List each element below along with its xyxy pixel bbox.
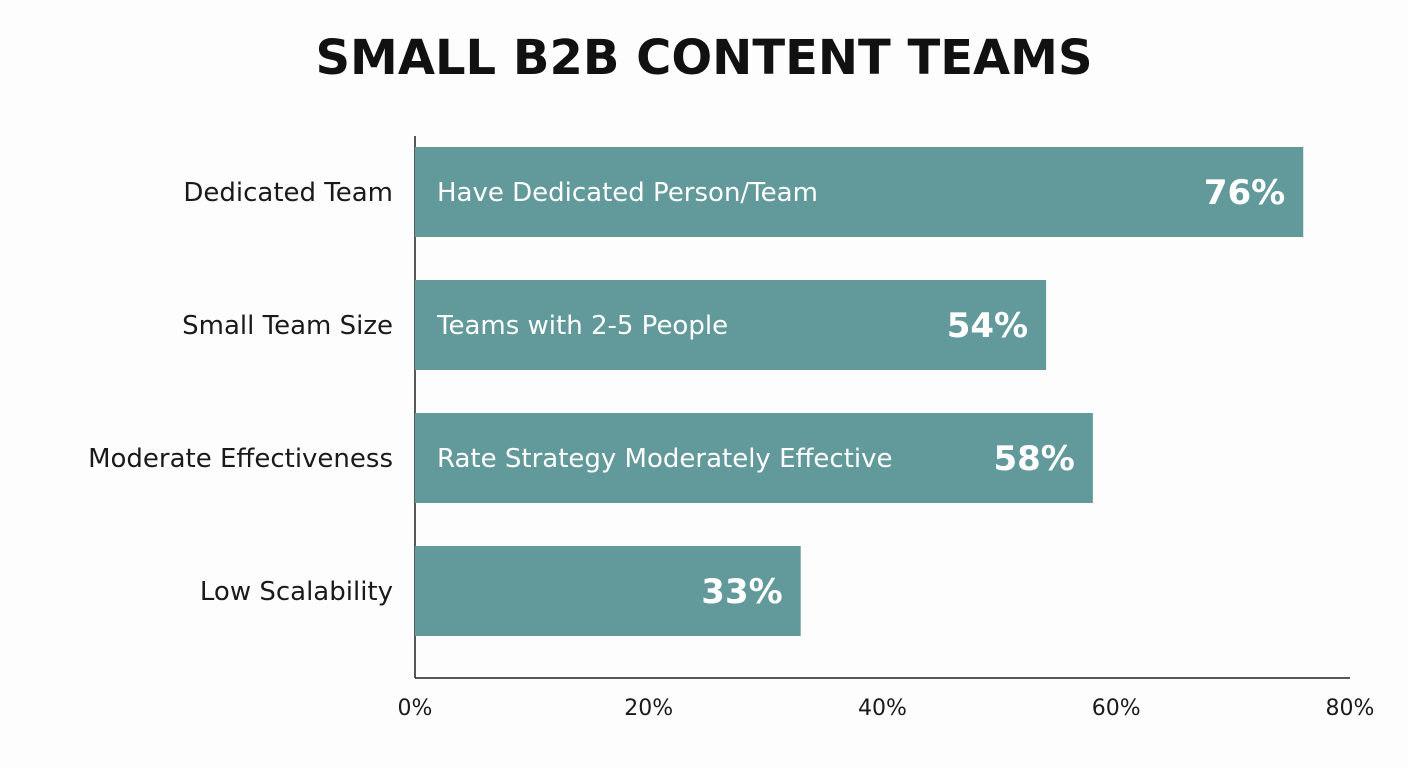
bar-value-label: 33%: [701, 572, 782, 612]
category-label: Small Team Size: [182, 311, 393, 341]
bar-inner-label: Have Dedicated Person/Team: [437, 178, 818, 208]
chart-title: SMALL B2B CONTENT TEAMS: [315, 30, 1093, 86]
category-label: Moderate Effectiveness: [88, 444, 393, 474]
x-tick-label: 40%: [858, 696, 907, 721]
category-label: Low Scalability: [200, 577, 393, 607]
bar-inner-label: Rate Strategy Moderately Effective: [437, 444, 893, 474]
x-tick-label: 0%: [398, 696, 433, 721]
bar-value-label: 54%: [947, 306, 1028, 346]
x-tick-label: 60%: [1092, 696, 1141, 721]
bar-3: [415, 546, 801, 636]
bar-2: [415, 413, 1093, 503]
x-tick-label: 80%: [1326, 696, 1375, 721]
bars-layer: Dedicated Team Have Dedicated Person/Team…: [88, 147, 1304, 636]
category-label: Dedicated Team: [183, 178, 393, 208]
x-axis-ticks: 0% 20% 40% 60% 80%: [398, 696, 1375, 721]
bar-0: [415, 147, 1304, 237]
bar-value-label: 76%: [1204, 173, 1285, 213]
x-tick-label: 20%: [624, 696, 673, 721]
bar-1: [415, 280, 1047, 370]
bar-inner-label: Teams with 2-5 People: [436, 311, 728, 341]
bar-value-label: 58%: [993, 439, 1074, 479]
